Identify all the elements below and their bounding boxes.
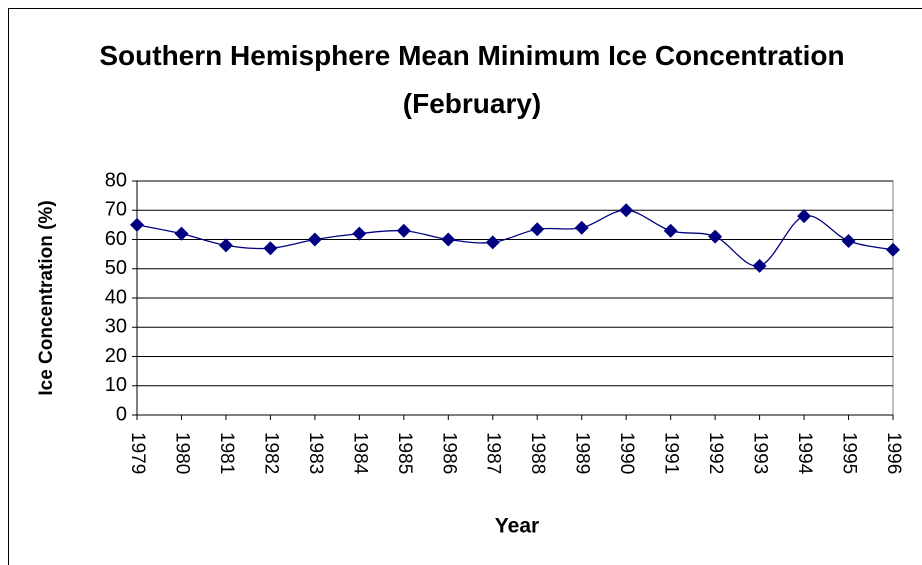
y-tick-label: 20 — [105, 345, 127, 367]
data-point — [797, 209, 812, 224]
y-axis-label: Ice Concentration (%) — [36, 200, 57, 395]
chart-title: Southern Hemisphere Mean Minimum Ice Con… — [99, 40, 845, 119]
x-tick-label: 1984 — [349, 432, 370, 475]
x-tick-label: 1986 — [438, 432, 459, 474]
data-point — [752, 258, 767, 273]
y-tick-label: 60 — [105, 228, 127, 250]
data-point — [574, 220, 589, 235]
y-tick-label: 40 — [105, 286, 127, 308]
x-tick-label: 1980 — [171, 432, 192, 474]
data-point — [218, 238, 233, 253]
data-point — [485, 235, 500, 250]
data-point — [708, 229, 723, 244]
data-point — [352, 226, 367, 241]
x-tick-label: 1996 — [883, 432, 904, 474]
data-point — [886, 242, 900, 257]
data-point — [441, 232, 456, 247]
x-tick-label: 1987 — [483, 432, 504, 474]
x-tick-label: 1992 — [705, 432, 726, 474]
x-tick-label: 1993 — [750, 432, 771, 474]
y-tick-label: 80 — [105, 169, 127, 191]
y-tick-label: 30 — [105, 316, 127, 338]
x-tick-label: 1979 — [127, 432, 148, 474]
y-tick-label: 50 — [105, 257, 127, 279]
x-tick-label: 1994 — [794, 432, 815, 475]
x-tick-label: 1990 — [616, 432, 637, 474]
data-point — [174, 226, 189, 241]
data-point — [619, 203, 634, 218]
y-tick-label: 0 — [116, 403, 127, 425]
data-point — [663, 223, 678, 238]
x-tick-label: 1991 — [661, 432, 682, 474]
x-tick-label: 1995 — [839, 432, 860, 474]
x-tick-label: 1981 — [216, 432, 237, 474]
y-tick-label: 70 — [105, 199, 127, 221]
x-tick-label: 1989 — [572, 432, 593, 474]
x-tick-label: 1983 — [305, 432, 326, 474]
data-point — [307, 232, 322, 247]
data-point — [396, 223, 411, 238]
x-tick-label: 1988 — [527, 432, 548, 474]
data-point — [263, 241, 278, 256]
x-tick-label: 1985 — [394, 432, 415, 474]
x-tick-label: 1982 — [260, 432, 281, 474]
x-axis-label: Year — [495, 515, 539, 538]
data-point — [530, 222, 545, 237]
data-point — [130, 217, 144, 232]
data-point — [841, 233, 856, 248]
y-tick-label: 10 — [105, 374, 127, 396]
